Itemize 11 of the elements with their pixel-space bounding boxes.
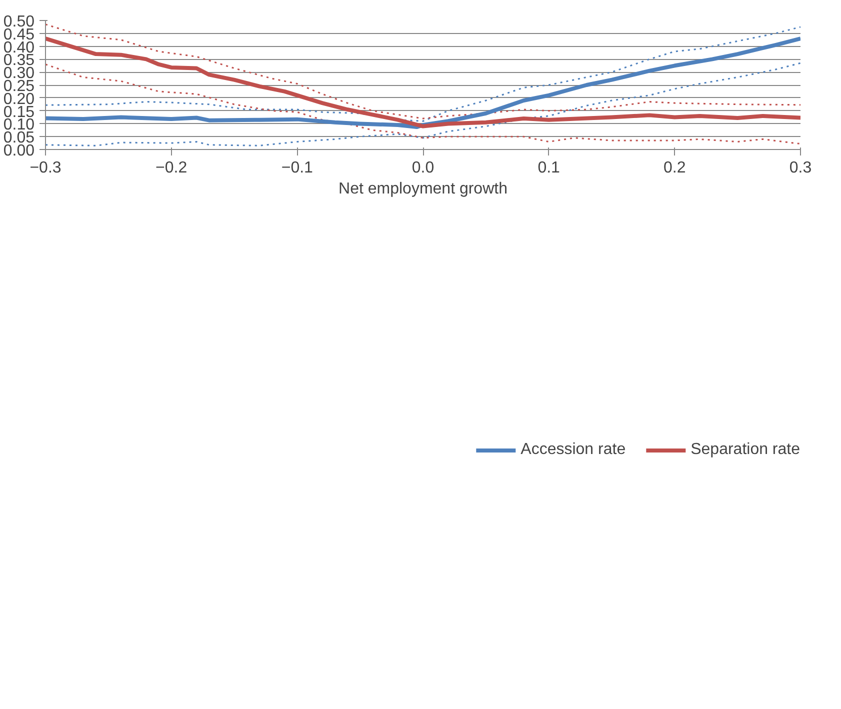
x-tick-label: −0.2 [156,160,188,176]
legend-label: Separation rate [690,441,800,459]
x-tick-label: 0.1 [538,160,560,176]
x-tick-label: 0.3 [789,160,812,176]
x-tick-label: 0.0 [412,160,434,176]
x-tick-label: −0.3 [30,160,62,176]
y-tick-label: 0.00 [3,142,35,160]
x-tick-label: 0.2 [664,160,686,176]
x-axis-title: Net employment growth [338,180,508,198]
x-tick-label: −0.1 [281,160,314,176]
legend-label: Accession rate [520,441,626,459]
